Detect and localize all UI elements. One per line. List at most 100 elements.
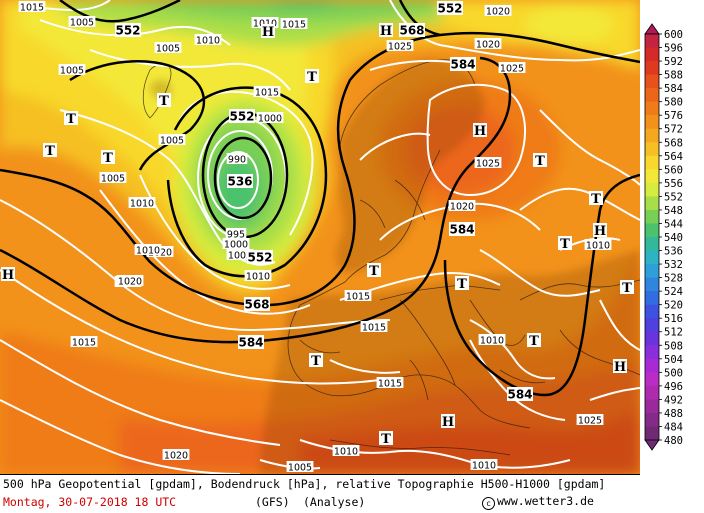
low-pressure-symbol: T — [381, 432, 391, 447]
pressure-label-bg — [194, 34, 222, 45]
pressure-label: 1010 — [136, 246, 160, 257]
model-name: (GFS) — [255, 495, 290, 509]
legend-label: 544 — [664, 218, 683, 230]
pressure-label-bg — [99, 172, 127, 183]
pressure-label-bg — [226, 153, 248, 164]
pressure-system-bg — [367, 263, 381, 277]
legend-swatch — [645, 277, 659, 292]
low-pressure-symbol: T — [66, 112, 76, 127]
pressure-label-bg — [448, 200, 476, 211]
geopotential-label-bg — [450, 57, 476, 71]
pressure-label: 1025 — [476, 159, 500, 170]
copyright-notice[interactable]: c www.wetter3.de — [482, 494, 594, 510]
legend-swatch — [645, 209, 659, 224]
legend-swatch — [645, 155, 659, 170]
pressure-label: 1000 — [224, 240, 248, 251]
pressure-system-bg — [1, 267, 15, 281]
geopotential-label-bg — [247, 250, 273, 264]
low-pressure-symbol: T — [103, 151, 113, 166]
copyright-text[interactable]: www.wetter3.de — [497, 494, 594, 508]
legend-label: 516 — [664, 313, 683, 325]
geopotential-label-bg — [507, 387, 533, 401]
geopotential-label: 584 — [449, 223, 474, 237]
low-pressure-symbol: T — [307, 70, 317, 85]
pressure-label-bg — [478, 334, 506, 345]
geopotential-labels: 552 552 568 584 552 536 552 568 584 584 584 — [115, 1, 533, 402]
legend-swatch — [645, 318, 659, 333]
analysis-label: (Analyse) — [303, 495, 366, 509]
legend-swatch — [645, 101, 659, 116]
legend-label: 540 — [664, 232, 683, 244]
legend-label: 492 — [664, 394, 683, 406]
pressure-system-bg — [527, 333, 541, 347]
legend-label: 520 — [664, 300, 683, 312]
pressure-label: 1010 — [480, 336, 504, 347]
pressure-label-bg — [58, 64, 86, 75]
pressure-label-bg — [360, 321, 388, 332]
pressure-label: 1020 — [476, 40, 500, 51]
legend-swatch — [645, 128, 659, 143]
pressure-system-bg — [593, 223, 607, 237]
legend-label: 564 — [664, 151, 683, 163]
geopotential-label: 552 — [229, 110, 254, 124]
geopotential-label: 536 — [227, 175, 252, 189]
pressure-label-bg — [470, 459, 498, 470]
legend-swatch — [645, 385, 659, 400]
map-description: 500 hPa Geopotential [gpdam], Bodendruck… — [3, 477, 606, 491]
pressure-label-bg — [128, 197, 156, 208]
geopotential-contours — [0, 0, 640, 397]
low-pressure-symbol: T — [45, 144, 55, 159]
pressure-label: 1010 — [586, 241, 610, 252]
pressure-label-bg — [376, 377, 404, 388]
low-pressure-symbol: T — [560, 237, 570, 252]
geopotential-label-bg — [437, 1, 463, 15]
pressure-label-bg — [576, 414, 604, 425]
legend-swatch — [645, 182, 659, 197]
legend-label: 524 — [664, 286, 683, 298]
high-pressure-symbol: H — [262, 25, 274, 40]
pressure-label: 1020 — [164, 451, 188, 462]
pressure-label: 1025 — [388, 42, 412, 53]
pressure-label-bg — [158, 134, 186, 145]
pressure-system-bg — [64, 111, 78, 125]
legend-label: 580 — [664, 97, 683, 109]
legend-swatch — [645, 250, 659, 265]
legend-swatch — [645, 399, 659, 414]
legend-swatch — [645, 115, 659, 130]
pressure-label-bg — [134, 244, 162, 255]
pressure-label: 1015 — [72, 338, 96, 349]
legend-label: 584 — [664, 83, 683, 95]
legend-label: 480 — [664, 435, 683, 447]
pressure-label-bg — [332, 445, 360, 456]
pressure-system-bg — [473, 123, 487, 137]
legend-swatch — [645, 47, 659, 62]
pressure-label: 1020 — [486, 7, 510, 18]
pressure-label: 1015 — [20, 3, 44, 14]
pressure-label: 1005 — [70, 18, 94, 29]
pressure-label-bg — [251, 17, 279, 28]
legend-swatch — [645, 372, 659, 387]
low-pressure-symbol: T — [311, 354, 321, 369]
geopotential-label: 568 — [399, 24, 424, 38]
pressure-system-bg — [261, 24, 275, 38]
pressure-label-bg — [244, 270, 272, 281]
weather-map-svg: 1015 1005 1005 1010 1015 1005 1025 1020 1025 1020… — [0, 0, 640, 474]
legend-label: 488 — [664, 408, 683, 420]
pressure-label-bg — [162, 449, 190, 460]
legend-swatch — [645, 304, 659, 319]
low-pressure-symbol: T — [159, 94, 169, 109]
pressure-label-bg — [68, 16, 96, 27]
pressure-label: 1005 — [228, 251, 252, 262]
geopotential-label-bg — [227, 174, 253, 188]
pressure-label-bg — [116, 275, 144, 286]
pressure-label-bg — [474, 157, 502, 168]
pressure-label-bg — [253, 86, 281, 97]
legend-label: 560 — [664, 164, 683, 176]
pressure-label: 1010 — [130, 199, 154, 210]
map-date: Montag, 30-07-2018 18 UTC — [3, 495, 177, 509]
legend-label: 576 — [664, 110, 683, 122]
pressure-label: 1010 — [196, 36, 220, 47]
pressure-label: 1015 — [282, 20, 306, 31]
high-pressure-symbol: H — [594, 224, 606, 239]
